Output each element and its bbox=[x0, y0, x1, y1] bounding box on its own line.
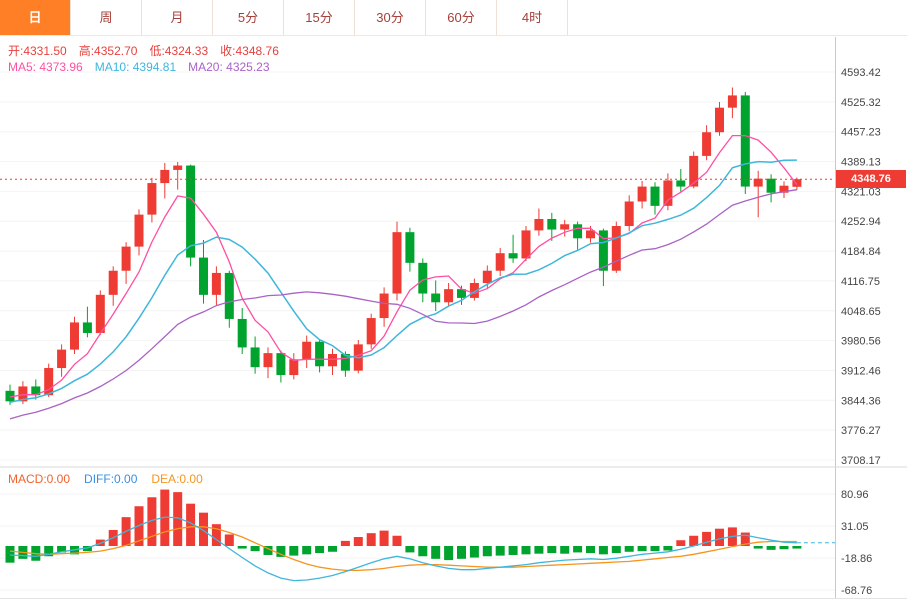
dea-value: DEA:0.00 bbox=[151, 472, 203, 486]
macd-axis-label: 31.05 bbox=[841, 521, 869, 533]
ma5-line bbox=[9, 134, 798, 398]
price-axis-label: 4321.03 bbox=[841, 186, 881, 198]
macd-axis-label: 80.96 bbox=[841, 489, 869, 501]
dif-line bbox=[9, 516, 797, 582]
ma-info-row: MA5: 4373.96 MA10: 4394.81 MA20: 4325.23 bbox=[8, 60, 282, 74]
price-axis-label: 4389.13 bbox=[841, 157, 881, 169]
tab-4时[interactable]: 4时 bbox=[497, 0, 568, 35]
macd-axis-label: -18.86 bbox=[841, 553, 872, 565]
tab-15分[interactable]: 15分 bbox=[284, 0, 355, 35]
price-axis-label: 4593.42 bbox=[841, 67, 881, 79]
price-axis-label: 4252.94 bbox=[841, 216, 881, 228]
open-value: 开:4331.50 bbox=[8, 44, 67, 58]
ma5-value: MA5: 4373.96 bbox=[8, 60, 83, 74]
current-price-tag: 4348.76 bbox=[836, 170, 906, 189]
tab-30分[interactable]: 30分 bbox=[355, 0, 426, 35]
price-axis-label: 4116.75 bbox=[841, 276, 880, 288]
ma10-value: MA10: 4394.81 bbox=[94, 60, 177, 74]
price-axis-label: 4457.23 bbox=[841, 127, 881, 139]
close-value: 收:4348.76 bbox=[220, 44, 279, 58]
macd-axis-label: -68.76 bbox=[841, 585, 872, 597]
ma20-value: MA20: 4325.23 bbox=[188, 60, 270, 74]
low-value: 低:4324.33 bbox=[149, 44, 209, 58]
price-info-row: 开:4331.50 高:4352.70 低:4324.33 收:4348.76 bbox=[8, 42, 291, 59]
price-axis: 4593.42 4525.32 4457.23 4389.13 4321.03 4252.… bbox=[841, 67, 881, 467]
tab-60分[interactable]: 60分 bbox=[426, 0, 497, 35]
price-axis-label: 3980.56 bbox=[841, 336, 881, 348]
candlestick-series bbox=[5, 87, 802, 405]
interval-tab-bar: 日周月 5分 15分 30分 60分 4时 bbox=[0, 0, 907, 36]
macd-axis: 80.96 31.05 -18.86 -68.76 bbox=[841, 489, 872, 597]
tab-周[interactable]: 周 bbox=[71, 0, 142, 35]
macd-info-row: MACD:0.00 DIFF:0.00 DEA:0.00 bbox=[8, 472, 217, 486]
price-axis-label: 4525.32 bbox=[841, 97, 881, 109]
price-axis-label: 4184.84 bbox=[841, 246, 881, 258]
ma20-line bbox=[9, 189, 797, 420]
price-axis-label: 4048.65 bbox=[841, 306, 881, 318]
price-axis-label: 3776.27 bbox=[841, 425, 881, 437]
price-axis-label: 3912.46 bbox=[841, 365, 881, 377]
tab-5分[interactable]: 5分 bbox=[213, 0, 284, 35]
macd-value: MACD:0.00 bbox=[8, 472, 71, 486]
price-axis-label: 3708.17 bbox=[841, 455, 881, 467]
dea-line bbox=[9, 526, 797, 572]
tab-月[interactable]: 月 bbox=[142, 0, 213, 35]
diff-value: DIFF:0.00 bbox=[84, 472, 138, 486]
price-axis-label: 3844.36 bbox=[841, 395, 881, 407]
high-value: 高:4352.70 bbox=[78, 44, 138, 58]
tab-日[interactable]: 日 bbox=[0, 0, 71, 35]
ma10-line bbox=[9, 159, 797, 404]
